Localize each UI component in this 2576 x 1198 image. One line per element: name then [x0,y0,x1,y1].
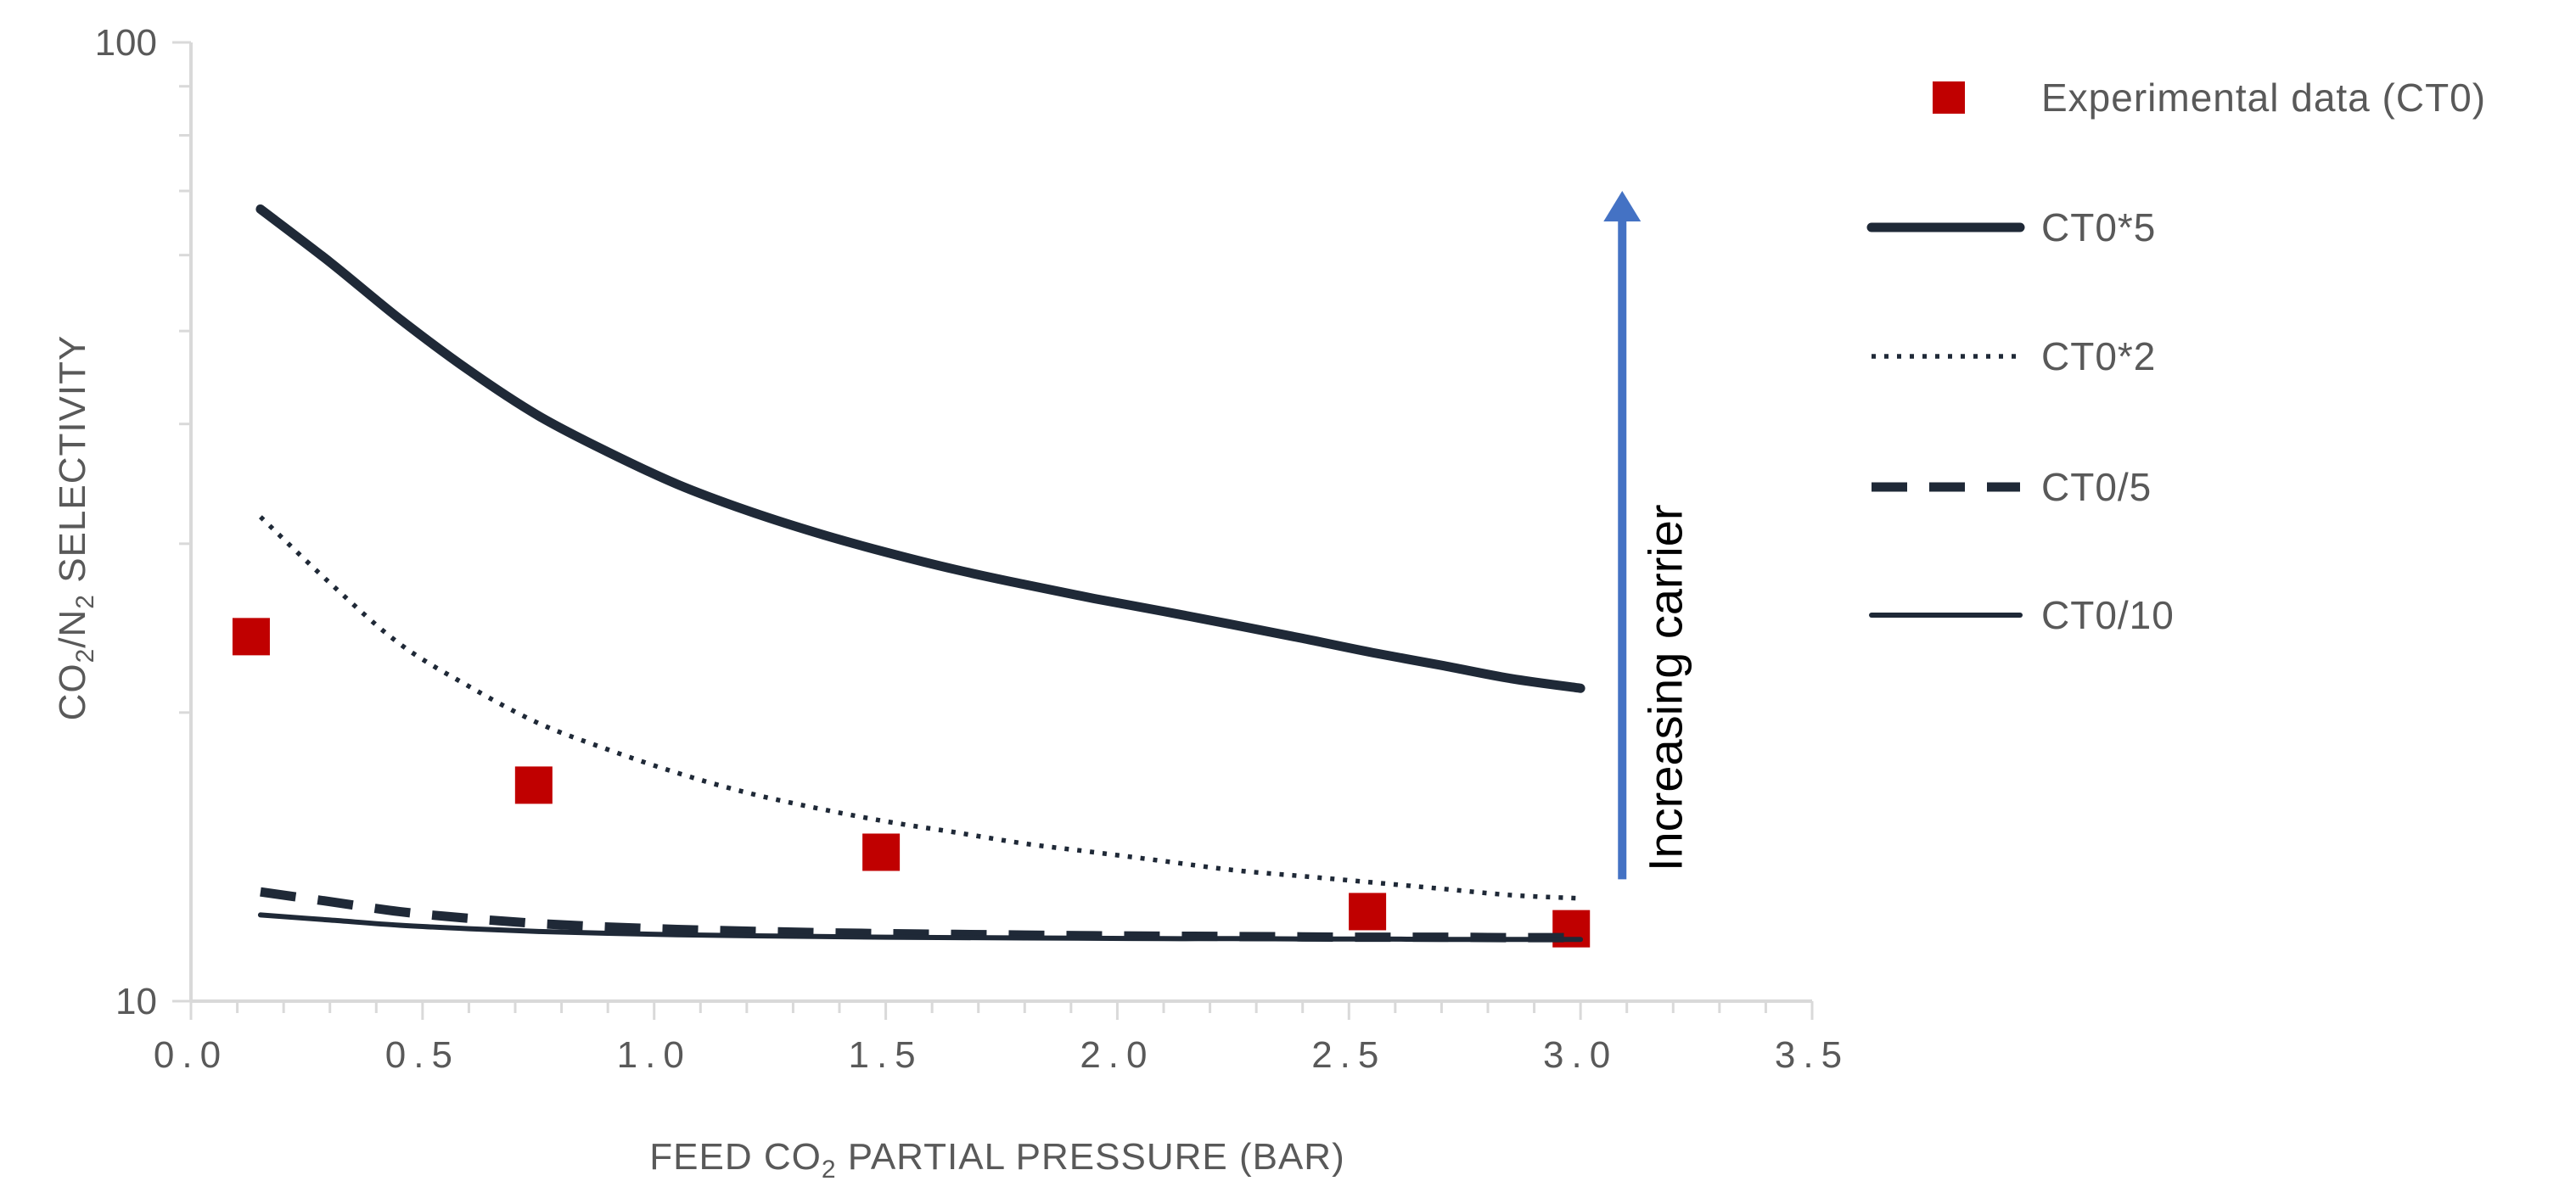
tick-labels: 0.0 0.5 1.0 1.5 2.0 2.5 3.0 3.5 10 100 [95,22,1849,1076]
annotation-group: Increasing carrier [1603,191,1692,880]
series-line-ct0-10 [257,912,1584,943]
y-axis-title: CO2/N2 SELECTIVITY [52,335,99,721]
annotation-text: Increasing carrier [1638,504,1692,871]
data-point-experimental [862,833,901,871]
series-line-ct0-2 [258,515,1581,901]
legend-label: Experimental data (CT0) [2041,76,2486,120]
x-tick-label: 0.0 [154,1034,228,1076]
x-tick-label: 3.0 [1543,1034,1618,1076]
data-point-experimental [1349,893,1387,931]
x-tick-label: 2.5 [1311,1034,1386,1076]
axes-frame [172,41,1814,1020]
legend-label: CT0*5 [2041,205,2156,249]
y-tick-label: 10 [115,981,157,1022]
y-tick-label: 100 [95,22,157,64]
x-tick-label: 1.0 [617,1034,692,1076]
data-point-experimental [232,618,270,656]
series-group [232,204,1591,948]
x-tick-label: 2.0 [1080,1034,1154,1076]
legend-label: CT0*2 [2041,334,2156,378]
data-point-experimental [514,766,553,804]
x-tick-label: 3.5 [1775,1034,1849,1076]
x-axis-title: FEED CO2 PARTIAL PRESSURE (BAR) [649,1136,1344,1184]
legend-key-experimental-data-ct0- [1933,81,1965,114]
x-tick-label: 0.5 [385,1034,460,1076]
annotation-arrow-head [1603,191,1642,222]
legend-label: CT0/5 [2041,465,2152,509]
legend: Experimental data (CT0) CT0*5 CT0*2 CT0/5 CT… [1866,76,2486,637]
legend-label: CT0/10 [2041,593,2175,637]
series-line-ct0-5 [255,204,1585,693]
x-tick-label: 1.5 [848,1034,923,1076]
